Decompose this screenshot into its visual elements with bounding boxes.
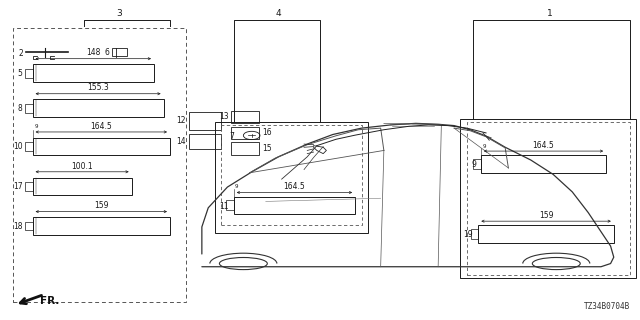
Text: FR.: FR. xyxy=(40,296,60,306)
Text: 3: 3 xyxy=(116,9,122,18)
Bar xyxy=(234,197,355,214)
Bar xyxy=(221,125,362,225)
Text: 19: 19 xyxy=(463,230,473,239)
Text: 9: 9 xyxy=(35,124,38,129)
Text: 11: 11 xyxy=(219,202,228,211)
Bar xyxy=(13,28,186,302)
Bar xyxy=(226,200,234,210)
Bar xyxy=(478,225,614,243)
Text: 16: 16 xyxy=(262,128,272,137)
Bar xyxy=(33,217,170,235)
Bar xyxy=(25,142,33,151)
Text: 9: 9 xyxy=(482,144,486,148)
Bar xyxy=(33,64,154,82)
Bar xyxy=(25,69,33,77)
Bar xyxy=(189,133,221,149)
Bar xyxy=(467,122,630,275)
Bar xyxy=(473,159,481,169)
Bar xyxy=(25,182,33,191)
Text: 100.1: 100.1 xyxy=(71,162,93,171)
Bar xyxy=(470,229,478,239)
Bar xyxy=(481,155,606,173)
Text: 155.3: 155.3 xyxy=(87,84,109,92)
Text: 148: 148 xyxy=(86,48,100,57)
Text: 159: 159 xyxy=(94,201,109,210)
Text: TZ34B0704B: TZ34B0704B xyxy=(584,302,630,311)
Text: 2: 2 xyxy=(19,49,23,58)
Text: 12: 12 xyxy=(177,116,186,125)
Text: 164.5: 164.5 xyxy=(532,141,554,150)
Bar xyxy=(461,119,636,278)
Bar xyxy=(230,142,259,155)
Text: 8: 8 xyxy=(18,104,22,113)
Bar xyxy=(33,178,132,195)
Text: 159: 159 xyxy=(539,211,554,220)
Text: 6: 6 xyxy=(104,48,109,57)
Bar xyxy=(25,222,33,230)
Bar xyxy=(189,112,221,130)
Text: 164.5: 164.5 xyxy=(90,122,112,131)
Text: 14: 14 xyxy=(176,137,186,146)
Bar xyxy=(33,138,170,155)
Bar xyxy=(33,100,164,117)
Text: 9: 9 xyxy=(472,160,476,169)
Text: 7: 7 xyxy=(229,132,234,140)
Text: 164.5: 164.5 xyxy=(284,182,305,191)
Text: 5: 5 xyxy=(17,69,22,78)
Text: 15: 15 xyxy=(262,144,272,153)
Text: 17: 17 xyxy=(13,182,22,191)
Text: 10: 10 xyxy=(13,142,22,151)
Text: 9: 9 xyxy=(235,184,239,189)
Text: 13: 13 xyxy=(220,113,229,122)
Bar xyxy=(230,111,259,123)
Text: 4: 4 xyxy=(276,9,282,18)
Bar xyxy=(214,122,368,233)
Bar xyxy=(25,104,33,113)
Text: 18: 18 xyxy=(13,222,22,231)
Text: 1: 1 xyxy=(547,9,553,18)
Bar xyxy=(113,49,127,56)
Bar xyxy=(230,126,259,139)
